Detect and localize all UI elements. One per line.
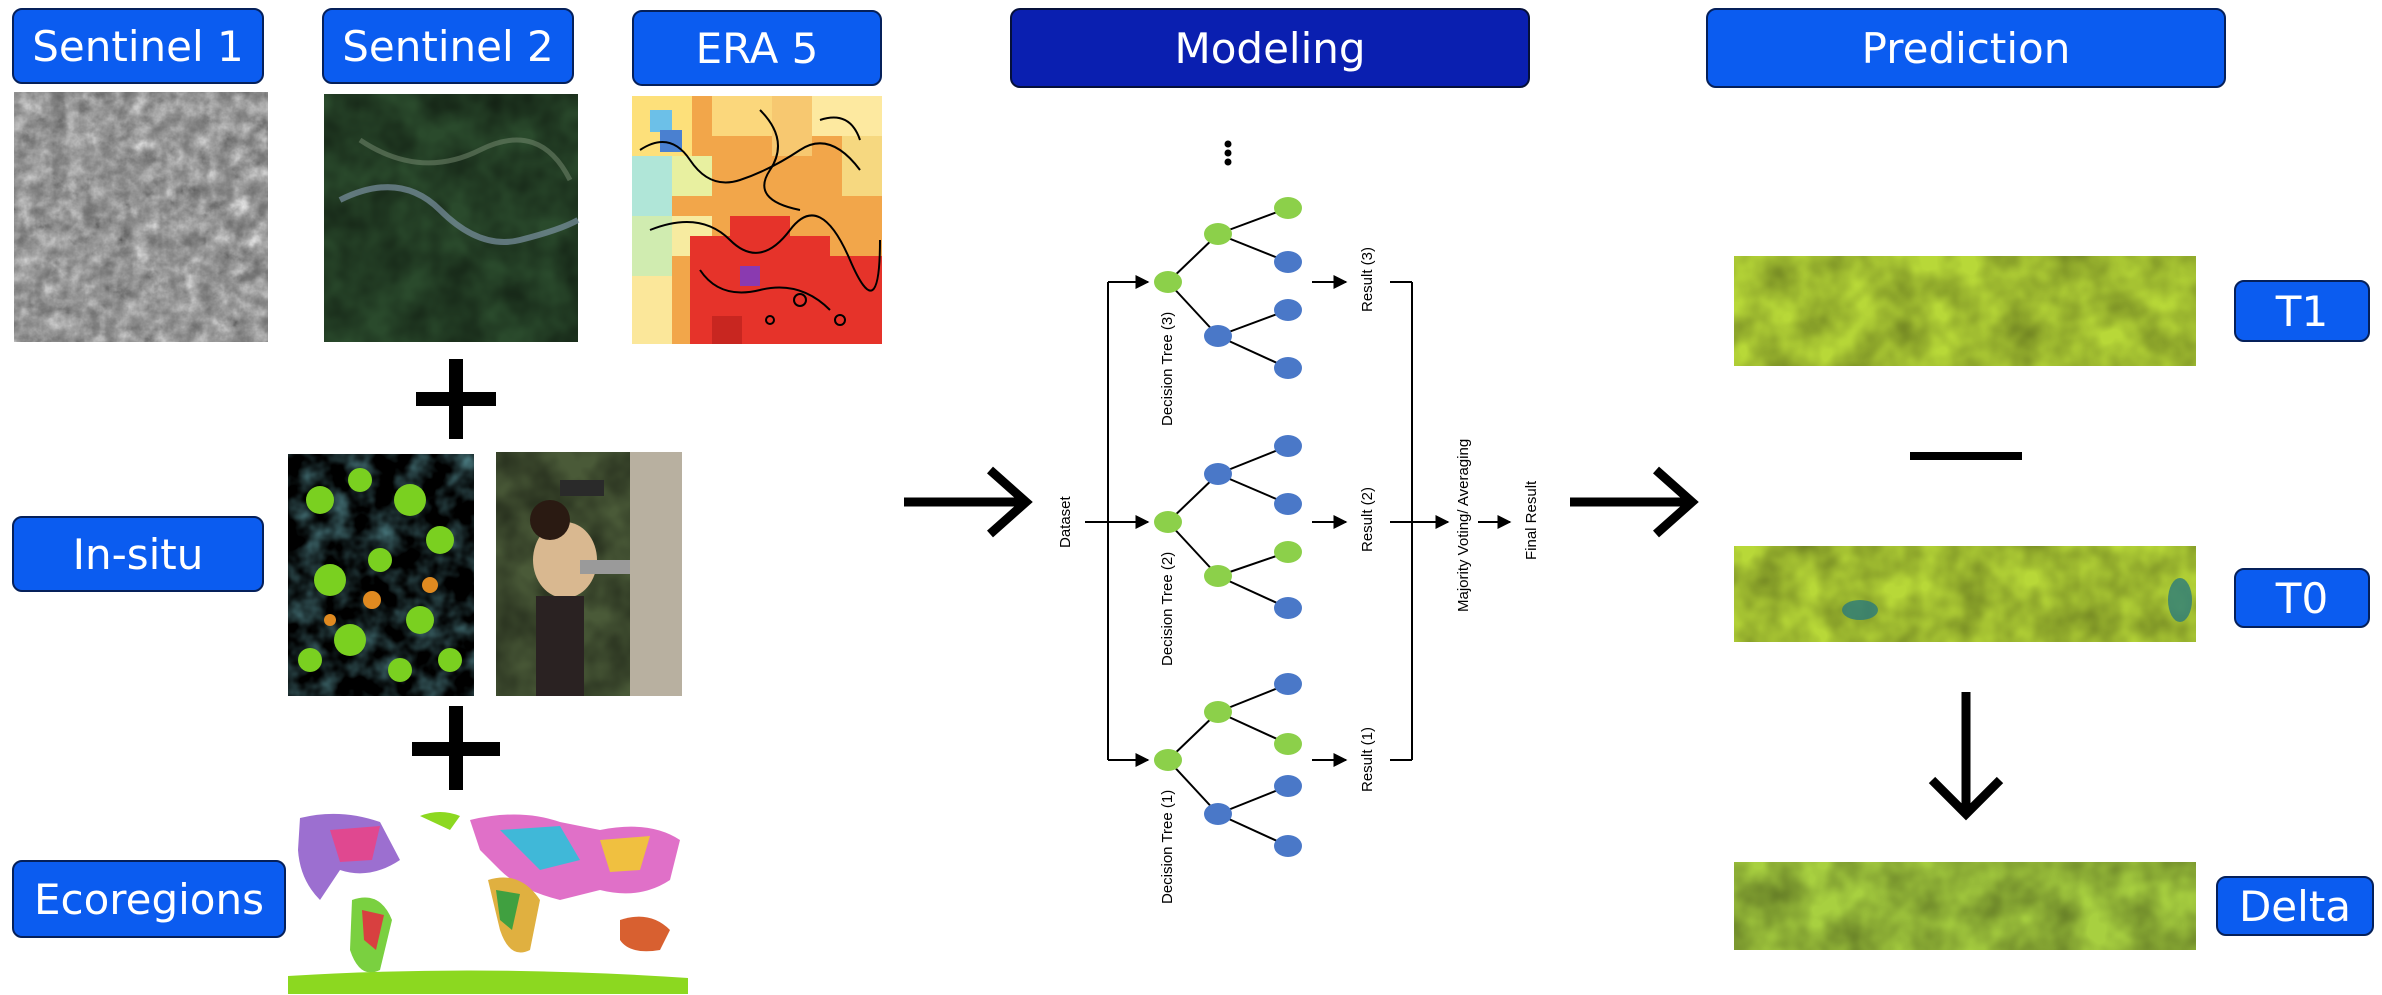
ellipsis-icon xyxy=(1224,140,1232,148)
decision-tree: Decision Tree (1) xyxy=(1154,673,1302,904)
tree-label: Decision Tree (1) xyxy=(1159,790,1176,904)
t1-label: T1 xyxy=(2234,280,2370,342)
decision-tree: Decision Tree (2) xyxy=(1154,435,1302,666)
decision-tree: Decision Tree (3) xyxy=(1154,197,1302,426)
prediction-label: Prediction xyxy=(1706,8,2226,88)
modeling-label: Modeling xyxy=(1010,8,1530,88)
era5-image xyxy=(632,96,882,344)
plus-icon xyxy=(416,359,496,439)
result-label: Result (3) xyxy=(1359,247,1376,312)
arrow-to-modeling xyxy=(904,466,1033,538)
delta-label: Delta xyxy=(2216,876,2374,936)
arrow-to-prediction xyxy=(1570,466,1699,538)
final-result-label: Final Result xyxy=(1523,480,1540,560)
sentinel1-label: Sentinel 1 xyxy=(12,8,264,84)
random-forest-diagram: Decision Tree (3) Decision Tree (2) xyxy=(1057,140,1540,904)
prediction-t1-map xyxy=(1734,256,2196,366)
minus-icon xyxy=(1910,452,2022,460)
prediction-delta-map xyxy=(1734,862,2196,950)
aggregation-label: Majority Voting/ Averaging xyxy=(1455,439,1472,612)
result-label: Result (2) xyxy=(1359,487,1376,552)
plus-icon xyxy=(412,706,500,790)
ellipsis-icon xyxy=(1224,149,1232,157)
t0-label: T0 xyxy=(2234,568,2370,628)
ecoregions-label: Ecoregions xyxy=(12,860,286,938)
sentinel2-label: Sentinel 2 xyxy=(322,8,574,84)
field-photo xyxy=(496,452,682,696)
insitu-label: In-situ xyxy=(12,516,264,592)
arrow-down xyxy=(1928,692,2004,821)
sentinel2-image xyxy=(324,94,580,342)
sentinel1-image xyxy=(14,92,268,342)
era5-label: ERA 5 xyxy=(632,10,882,86)
tree-label: Decision Tree (2) xyxy=(1159,552,1176,666)
tree-label: Decision Tree (3) xyxy=(1159,312,1176,426)
prediction-t0-map xyxy=(1734,546,2196,642)
result-label: Result (1) xyxy=(1359,727,1376,792)
ellipsis-icon xyxy=(1224,158,1232,166)
dataset-label: Dataset xyxy=(1057,495,1074,548)
ecoregions-map xyxy=(288,806,688,994)
lidar-image xyxy=(288,454,474,696)
